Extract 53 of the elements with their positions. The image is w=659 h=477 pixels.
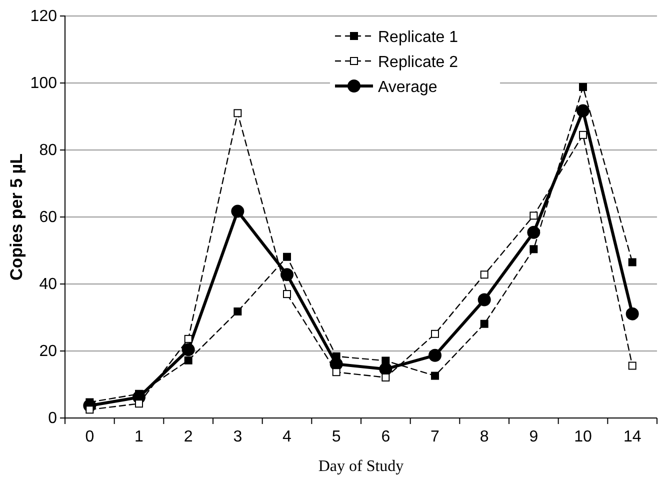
x-tick-label: 7 (430, 428, 440, 446)
point (280, 268, 294, 282)
y-axis-title: Copies per 5 µL (7, 154, 26, 280)
y-tick-label: 60 (39, 209, 58, 226)
y-tick-label: 0 (48, 410, 58, 428)
point (530, 245, 538, 254)
point (579, 130, 587, 139)
x-tick-label: 4 (282, 428, 292, 446)
point (428, 348, 442, 362)
point (332, 352, 340, 360)
y-tick-label: 20 (39, 343, 58, 360)
legend-label: Average (378, 79, 438, 96)
y-tick-label: 100 (30, 75, 58, 92)
point (182, 343, 195, 356)
y-tick-label: 80 (39, 142, 58, 160)
point (579, 83, 587, 92)
point (382, 356, 390, 365)
point (628, 258, 636, 266)
point (234, 109, 242, 118)
x-tick-label: 0 (85, 428, 94, 446)
point (626, 307, 639, 320)
point (332, 368, 340, 376)
x-tick-label: 10 (574, 428, 592, 446)
point (478, 293, 491, 306)
point (184, 334, 192, 343)
point (184, 356, 192, 364)
legend-label: Replicate 2 (378, 54, 458, 71)
x-tick-label: 9 (529, 428, 538, 446)
x-tick-label: 2 (184, 428, 193, 446)
point (576, 104, 590, 118)
point (135, 400, 143, 408)
x-tick-label: 1 (134, 428, 144, 446)
x-tick-label: 3 (233, 428, 242, 446)
point (480, 270, 488, 279)
x-tick-label: 6 (381, 428, 390, 446)
point (480, 320, 488, 328)
point (530, 212, 538, 220)
x-tick-label: 14 (623, 428, 642, 446)
point (231, 204, 244, 218)
y-tick-label: 40 (39, 276, 58, 294)
point (382, 373, 390, 382)
point (431, 372, 439, 380)
x-axis-title: Day of Study (318, 458, 404, 475)
point (283, 290, 291, 298)
y-tick-label: 120 (30, 8, 58, 26)
point (628, 362, 636, 370)
point (234, 307, 242, 316)
x-tick-label: 5 (332, 428, 341, 446)
point (283, 252, 291, 261)
legend-label: Replicate 1 (378, 29, 458, 46)
x-tick-label: 8 (480, 428, 489, 446)
point (527, 226, 540, 239)
point (431, 330, 439, 338)
